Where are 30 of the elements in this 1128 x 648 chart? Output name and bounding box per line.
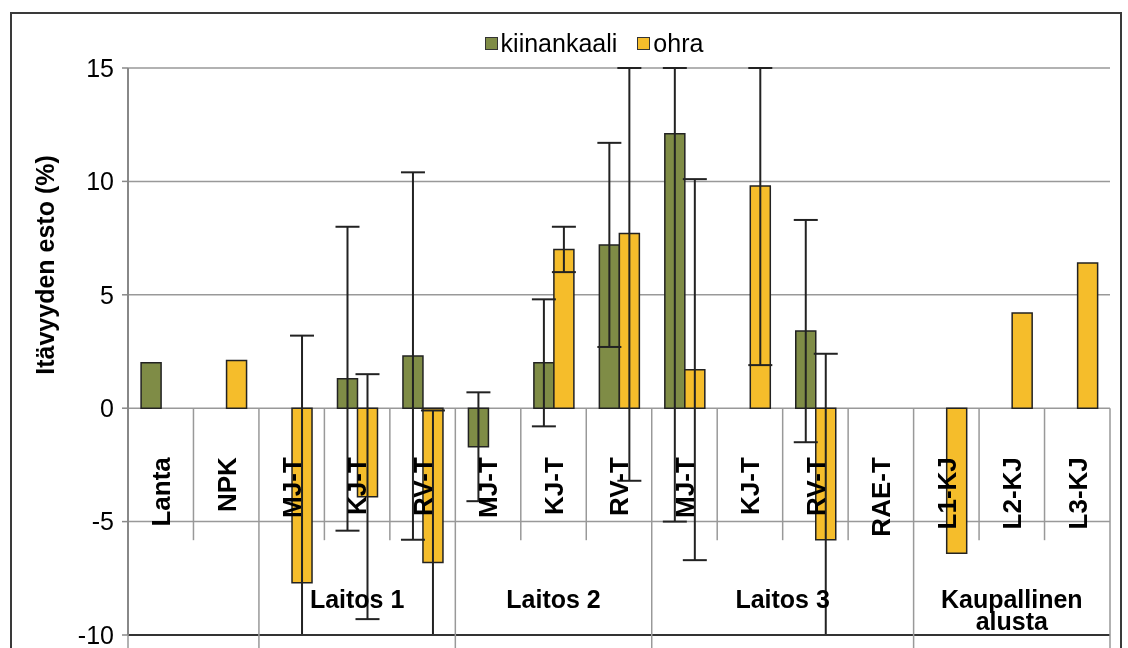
x-tick-label: L2-KJ (997, 457, 1028, 530)
legend-label: ohra (653, 28, 704, 58)
y-tick-label: -5 (91, 507, 114, 536)
bar (225, 359, 248, 409)
legend-label: kiinankaali (500, 28, 618, 58)
x-tick-label: MJ-T (473, 457, 504, 518)
y-tick-label: 10 (86, 167, 114, 196)
y-axis-title: Itävyyden esto (%) (31, 155, 59, 375)
x-tick-label: RV-T (604, 457, 635, 516)
x-tick-label: RV-T (800, 457, 831, 516)
x-tick-label: RAE-T (866, 457, 897, 537)
x-tick-label: Lanta (146, 456, 177, 527)
x-tick-label: L3-KJ (1062, 457, 1093, 530)
x-tick-label: KJ-T (342, 457, 373, 515)
x-tick-label: KJ-T (538, 457, 569, 515)
y-tick-label: 5 (100, 280, 114, 309)
y-tick-label: 0 (100, 394, 114, 423)
y-tick-label: 15 (86, 53, 114, 82)
x-tick-label: MJ-T (669, 457, 700, 518)
bar (1011, 312, 1033, 409)
annotation: Kaupallinen alusta (939, 585, 1084, 635)
annotation: Laitos 2 (505, 585, 602, 613)
x-tick-label: MJ-T (277, 457, 308, 518)
x-tick-label: KJ-T (735, 457, 766, 515)
bar (140, 362, 162, 409)
bar (1076, 262, 1099, 409)
x-tick-label: L1-KJ (931, 457, 962, 530)
x-tick-label: RV-T (407, 457, 438, 516)
y-tick-label: -10 (77, 620, 114, 648)
x-tick-label: NPK (211, 456, 242, 513)
